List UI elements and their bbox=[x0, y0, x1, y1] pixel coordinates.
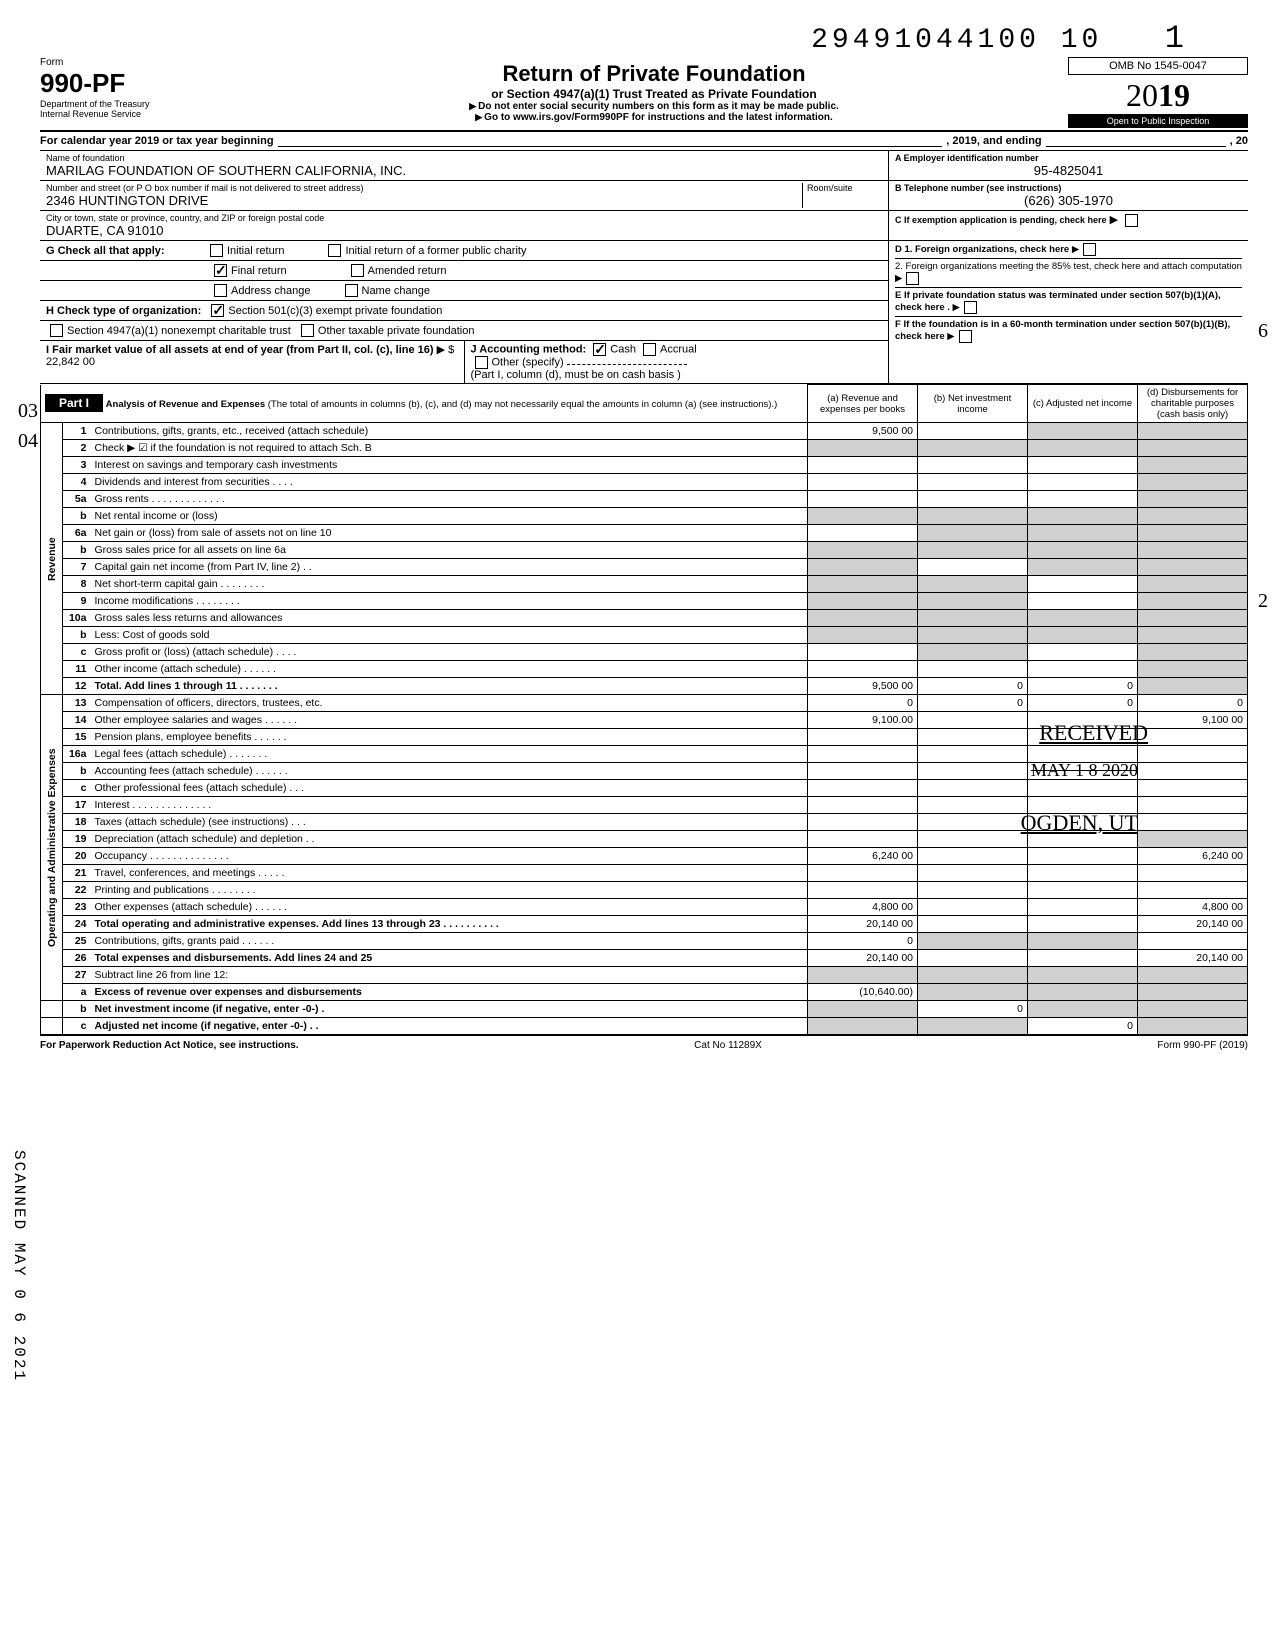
handwriting-6: 6 bbox=[1258, 320, 1268, 343]
omb-number: OMB No 1545-0047 bbox=[1068, 57, 1248, 75]
handwriting-04: 04 bbox=[18, 430, 38, 453]
foundation-name: MARILAG FOUNDATION OF SOUTHERN CALIFORNI… bbox=[46, 163, 882, 178]
form-header: Form 990-PF Department of the Treasury I… bbox=[40, 57, 1248, 132]
exemption-pending-checkbox[interactable] bbox=[1125, 214, 1138, 227]
tax-year: 2019 bbox=[1068, 77, 1248, 114]
cash-method-checkbox[interactable] bbox=[593, 343, 606, 356]
section-h: H Check type of organization: Section 50… bbox=[40, 301, 888, 321]
501c3-checkbox[interactable] bbox=[211, 304, 224, 317]
scanned-stamp: SCANNED MAY 0 6 2021 bbox=[10, 1150, 28, 1382]
part1-table: Part I Analysis of Revenue and Expenses … bbox=[40, 384, 1248, 1035]
form-number: 990-PF bbox=[40, 68, 230, 99]
city-state-zip: DUARTE, CA 91010 bbox=[46, 223, 882, 238]
ein: 95-4825041 bbox=[895, 163, 1242, 178]
final-return-checkbox[interactable] bbox=[214, 264, 227, 277]
handwriting-03: 03 bbox=[18, 400, 38, 423]
revenue-label: Revenue bbox=[41, 423, 63, 695]
form-title: Return of Private Foundation bbox=[250, 61, 1058, 87]
section-g: G Check all that apply: Initial return I… bbox=[40, 241, 888, 261]
footer: For Paperwork Reduction Act Notice, see … bbox=[40, 1035, 1248, 1051]
expenses-label: Operating and Administrative Expenses bbox=[41, 695, 63, 1001]
street-address: 2346 HUNTINGTON DRIVE bbox=[46, 193, 802, 208]
calendar-year-row: For calendar year 2019 or tax year begin… bbox=[40, 132, 1248, 151]
page-id-stamp: 29491044100 10 1 bbox=[40, 20, 1248, 57]
part1-label: Part I bbox=[45, 394, 103, 412]
handwriting-2: 2 bbox=[1258, 590, 1268, 613]
phone: (626) 305-1970 bbox=[895, 193, 1242, 208]
foundation-info: Name of foundation MARILAG FOUNDATION OF… bbox=[40, 151, 1248, 241]
